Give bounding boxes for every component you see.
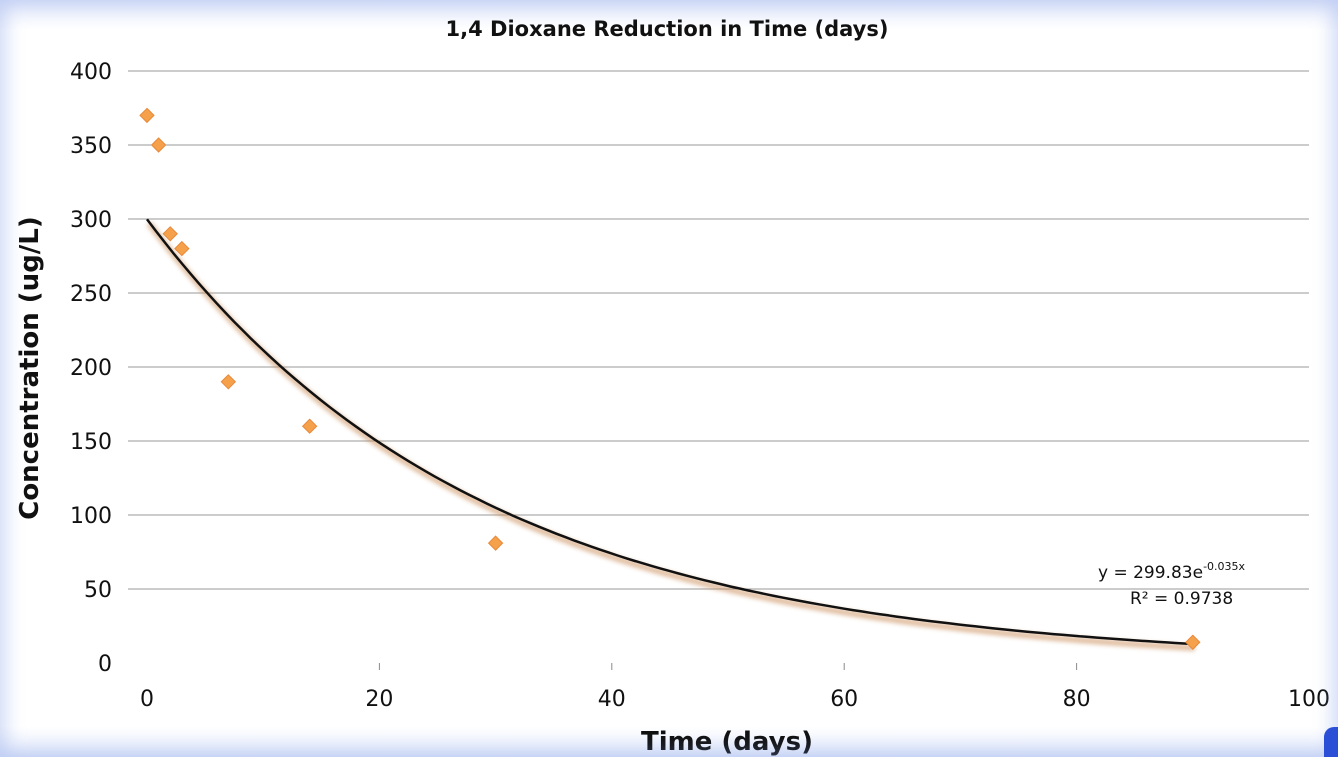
y-tick-label-200: 200	[70, 356, 112, 381]
y-tick-label-300: 300	[70, 208, 112, 233]
data-point-0-7	[1185, 634, 1201, 650]
data-point-0-6	[487, 535, 504, 551]
y-tick-label-250: 250	[70, 282, 112, 307]
trendline-shadow	[146, 221, 1195, 651]
data-point-0-4	[220, 374, 237, 390]
data-point-0-1	[150, 137, 167, 153]
data-point-0-2	[162, 226, 178, 242]
y-axis-title: Concentration (ug/L)	[15, 216, 45, 520]
corner-accent	[1324, 727, 1338, 757]
data-points	[139, 107, 1201, 650]
y-tick-label-100: 100	[70, 504, 112, 529]
x-tick-label-0: 0	[140, 687, 154, 712]
data-point-0-5	[301, 418, 318, 434]
x-tick-label-100: 100	[1288, 687, 1330, 712]
y-tick-label-50: 50	[84, 578, 112, 603]
trendline-equation-exponent: -0.035x	[1203, 560, 1245, 573]
trendline-curve	[146, 218, 1193, 646]
trendline-r-squared: R² = 0.9738	[1130, 589, 1233, 609]
y-tick-label-350: 350	[70, 134, 112, 159]
chart-title: 1,4 Dioxane Reduction in Time (days)	[446, 17, 889, 41]
x-tick-label-60: 60	[830, 687, 858, 712]
x-tick-label-40: 40	[598, 687, 626, 712]
trendline	[146, 218, 1195, 651]
y-tick-label-150: 150	[70, 430, 112, 455]
data-point-0-3	[174, 240, 190, 257]
y-tick-label-400: 400	[70, 60, 112, 85]
trendline-equation: y = 299.83e-0.035x	[1098, 560, 1246, 583]
trendline-equation-base: y = 299.83e	[1098, 563, 1203, 583]
data-point-0-0	[139, 107, 155, 124]
gridlines	[128, 70, 1309, 590]
x-tick-label-80: 80	[1063, 687, 1091, 712]
y-tick-label-0: 0	[98, 652, 112, 677]
x-tick-label-20: 20	[365, 687, 393, 712]
x-axis-title: Time (days)	[641, 727, 813, 757]
axes: 0 50 100 150 200 250 300 350 400 0 20 40 60 80 100	[70, 60, 1330, 712]
